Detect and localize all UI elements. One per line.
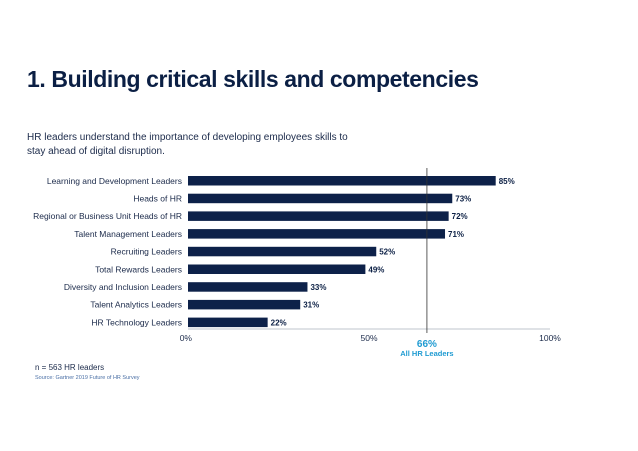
value-label: 22% [271,318,287,327]
source-note: Source: Gartner 2019 Future of HR Survey [35,375,140,381]
category-label: Diversity and Inclusion Leaders [64,282,182,292]
category-label: Talent Management Leaders [74,229,182,239]
category-label: HR Technology Leaders [91,317,182,327]
value-label: 72% [452,212,468,221]
bar [188,317,268,328]
bar [188,246,377,257]
reference-sublabel: All HR Leaders [400,349,453,358]
value-label: 71% [448,230,464,239]
bar [188,193,453,204]
bar [188,282,308,292]
value-label: 33% [310,283,326,292]
value-label: 85% [499,177,515,186]
x-tick-label: 0% [180,333,193,343]
value-label: 73% [455,194,471,203]
x-tick-label: 100% [539,333,561,343]
page-subtitle: HR leaders understand the importance of … [27,132,348,157]
sample-size-note: n = 563 HR leaders [35,363,105,372]
bar [188,299,301,310]
bar [188,229,446,239]
bar [188,211,449,221]
category-label: Learning and Development Leaders [47,176,182,186]
value-label: 49% [368,265,384,274]
category-label: Talent Analytics Leaders [90,300,182,310]
category-label: Recruiting Leaders [111,247,182,257]
value-label: 52% [379,248,395,257]
bar-chart: Learning and Development Leaders 85% Heads… [33,168,561,358]
bar [188,176,496,186]
page-title: 1. Building critical skills and competen… [27,66,479,92]
category-label: Heads of HR [133,193,182,203]
category-label: Total Rewards Leaders [95,264,182,274]
category-label: Regional or Business Unit Heads of HR [33,211,182,221]
x-tick-label: 50% [360,333,377,343]
reference-value-label: 66% [417,339,437,350]
bar [188,264,366,274]
value-label: 31% [303,301,319,310]
